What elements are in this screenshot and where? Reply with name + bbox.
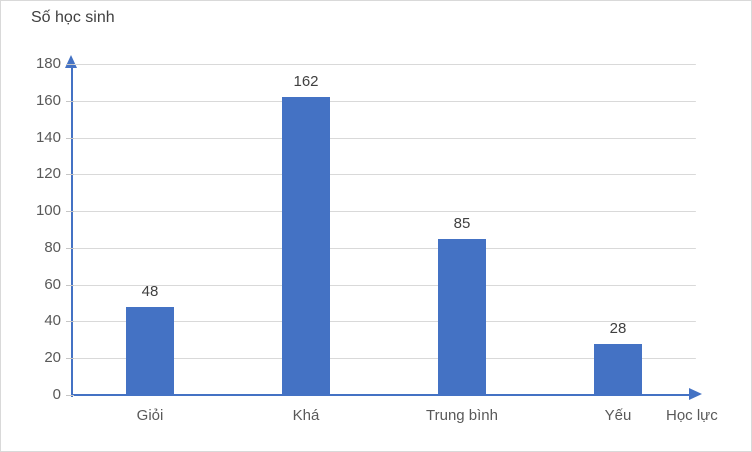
y-axis-tick (66, 64, 74, 65)
x-axis-arrow-right-icon (689, 388, 702, 400)
gridline (72, 248, 696, 249)
y-axis-tick (66, 358, 74, 359)
y-axis-tick (66, 101, 74, 102)
y-tick-label: 40 (44, 312, 61, 329)
y-tick-label: 80 (44, 239, 61, 256)
y-axis-tick (66, 395, 74, 396)
x-category-label: Trung bình (426, 407, 498, 424)
bar (282, 97, 330, 395)
gridline (72, 174, 696, 175)
y-axis-arrow-up-icon (65, 55, 77, 68)
bar-value-label: 162 (293, 73, 319, 90)
bar (438, 239, 486, 395)
y-axis-tick (66, 138, 74, 139)
y-axis-tick (66, 174, 74, 175)
y-axis-tick (66, 321, 74, 322)
bar-value-label: 85 (453, 215, 471, 232)
x-category-label: Yếu (604, 407, 632, 424)
y-tick-label: 120 (35, 165, 61, 182)
gridline (72, 358, 696, 359)
gridline (72, 138, 696, 139)
y-axis-tick (66, 248, 74, 249)
chart-title: Số học sinh (31, 9, 115, 26)
gridline (72, 285, 696, 286)
bar-value-label: 28 (609, 320, 627, 337)
bar-value-label: 48 (141, 283, 159, 300)
y-tick-label: 20 (44, 349, 61, 366)
y-axis-tick (66, 285, 74, 286)
bar (594, 344, 642, 395)
bar (126, 307, 174, 395)
gridline (72, 101, 696, 102)
y-tick-label: 160 (35, 92, 61, 109)
x-category-label: Khá (292, 407, 320, 424)
gridline (72, 64, 696, 65)
x-axis-line (71, 394, 690, 396)
y-axis-tick (66, 211, 74, 212)
gridline (72, 321, 696, 322)
x-category-label: Giỏi (136, 407, 164, 424)
y-tick-label: 180 (35, 55, 61, 72)
y-tick-label: 100 (35, 202, 61, 219)
y-axis-line (71, 60, 73, 397)
y-tick-label: 0 (52, 386, 61, 403)
gridline (72, 211, 696, 212)
y-tick-label: 140 (35, 129, 61, 146)
y-tick-label: 60 (44, 276, 61, 293)
x-axis-title: Học lực (666, 407, 718, 424)
